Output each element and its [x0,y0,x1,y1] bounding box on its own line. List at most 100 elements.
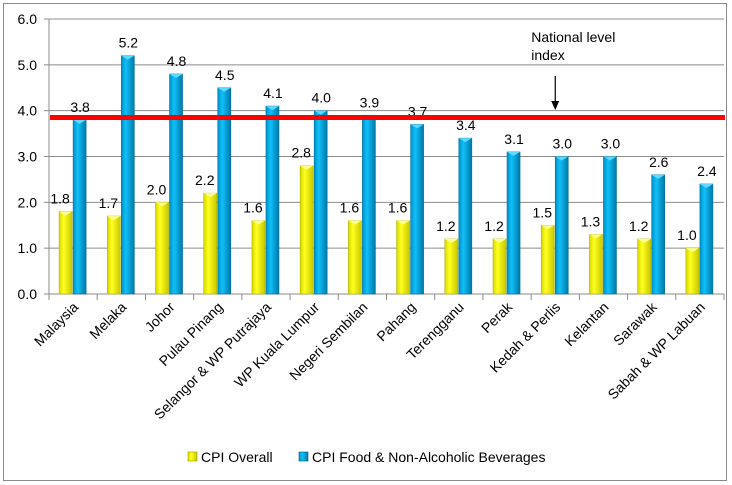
category-label: Pahang [373,299,418,344]
data-label: 1.0 [677,227,697,243]
category-label: Malaysia [31,299,82,350]
bar-bevel [155,202,169,207]
data-label: 5.2 [119,35,139,51]
bar-bevel [217,87,231,92]
y-tick-label: 1.0 [18,240,38,256]
bar-bevel [348,220,362,225]
bar [458,137,473,295]
data-label: 1.6 [388,200,408,216]
bar [637,238,651,295]
bar [540,224,555,295]
data-labels: 1.8 1.7 2.0 2.2 1.6 2.8 1.6 1.6 1.2 1.2 1.5 1.3 1.2 1… [50,35,716,244]
category-label: Melaka [86,299,129,342]
data-label: 1.8 [50,191,70,207]
arrow-head-icon [551,101,560,110]
bar [506,151,521,295]
bar [107,215,121,295]
bar-bevel [541,225,555,230]
legend: CPI Overall CPI Food & Non-Alcoholic Beve… [187,449,545,465]
bar [699,183,714,295]
data-label: 1.2 [484,218,504,234]
bar [492,238,507,295]
legend-swatch [187,451,198,462]
data-label: 2.8 [291,145,311,161]
y-tick-label: 6.0 [18,11,38,27]
data-label: 1.5 [533,204,553,220]
data-label: 1.3 [581,213,601,229]
bar [299,165,314,295]
bar [603,156,617,295]
bar [410,124,424,295]
bar-bevel [300,165,314,170]
bar [362,114,376,295]
data-label: 1.6 [340,200,360,216]
bar [121,55,135,295]
bar-bevel [410,124,424,129]
bar [265,105,280,295]
category-label: WP Kuala Lumpur [231,299,323,391]
bar-bevel [651,174,665,179]
bar [155,202,169,295]
category-label: Sarawak [610,298,661,349]
bar-bevel [251,220,265,225]
annotation-text: index [531,47,564,63]
bars [58,55,714,295]
bar-bevel [265,106,279,111]
category-label: Kelantan [561,299,611,349]
data-label: 3.4 [456,117,476,133]
bar [313,110,328,295]
bar-bevel [699,184,713,188]
data-label: 1.6 [243,200,263,216]
data-label: 3.8 [70,99,90,115]
bar-bevel [685,248,699,253]
data-label: 1.2 [436,218,456,234]
data-label: 1.2 [629,218,649,234]
bar [589,234,603,295]
category-label: Perak [478,298,516,336]
y-tick-label: 4.0 [18,103,38,119]
bar-bevel [121,55,135,60]
data-label: 3.0 [601,136,621,152]
bar [203,192,218,295]
bar [554,156,569,295]
data-label: 4.8 [167,53,187,69]
bar [685,247,700,295]
annotation-group: National level index [531,29,615,110]
bar-bevel [589,234,603,239]
bar-bevel [203,193,217,198]
data-label: 1.7 [99,195,119,211]
y-tick-label: 2.0 [18,194,38,210]
data-label: 2.6 [649,154,669,170]
bar [72,119,87,295]
bar-bevel [493,239,507,243]
data-label: 4.0 [311,90,331,106]
bar [169,73,183,295]
data-label: 3.0 [553,136,573,152]
bar [396,220,410,295]
bar-bevel [107,216,121,221]
y-tick-label: 3.0 [18,149,38,165]
y-tick-label: 0.0 [18,286,38,302]
legend-label: CPI Overall [201,449,273,465]
category-label: Sabah & WP Labuan [604,299,708,403]
bar-bevel [73,119,87,124]
bar [444,238,459,295]
bar-bevel [169,74,183,78]
bar-bevel [59,211,73,216]
bar-bevel [396,220,410,225]
data-label: 2.2 [195,172,215,188]
bar [251,220,266,295]
gridlines [49,18,724,249]
bar [651,174,665,295]
data-label: 4.1 [263,85,283,101]
data-label: 4.5 [215,67,235,83]
data-label: 2.0 [147,181,167,197]
annotation-text: National level [531,29,615,45]
data-label: 2.4 [697,163,717,179]
legend-label: CPI Food & Non-Alcoholic Beverages [312,449,545,465]
bar-bevel [314,110,328,115]
category-label: Johor [142,299,178,335]
y-tick-label: 5.0 [18,57,38,73]
